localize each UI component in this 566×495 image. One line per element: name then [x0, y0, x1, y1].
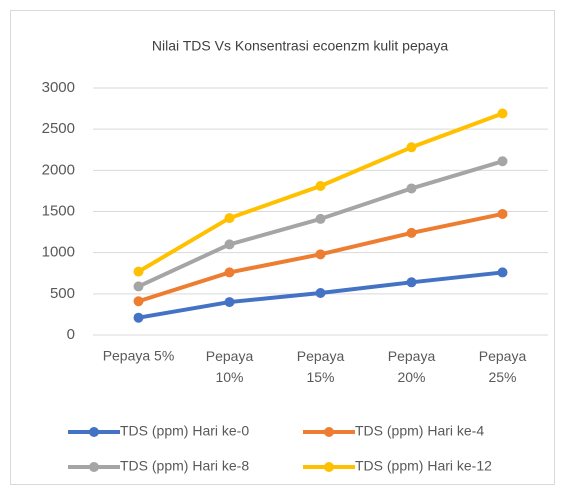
- legend-marker: [89, 462, 99, 472]
- x-tick-label: Pepaya 5%: [103, 348, 175, 364]
- data-point: [224, 213, 235, 224]
- x-tick-label: Pepaya 15%: [297, 348, 345, 385]
- data-point: [315, 249, 326, 260]
- legend-marker: [324, 462, 334, 472]
- data-point: [406, 227, 417, 238]
- data-point: [315, 213, 326, 224]
- x-tick-label-line: Pepaya: [388, 348, 436, 364]
- data-point: [497, 208, 508, 219]
- x-tick-label-line: 10%: [215, 369, 243, 385]
- x-tick-label-line: Pepaya: [479, 348, 527, 364]
- y-tick-label: 1000: [42, 244, 75, 261]
- y-tick-label: 0: [67, 326, 75, 343]
- data-point: [133, 296, 144, 307]
- data-point: [315, 288, 326, 299]
- legend-label: TDS (ppm) Hari ke-12: [355, 458, 492, 474]
- x-tick-label-line: Pepaya: [206, 348, 254, 364]
- legend-label: TDS (ppm) Hari ke-0: [120, 423, 249, 439]
- data-point: [497, 156, 508, 167]
- data-point: [133, 312, 144, 323]
- legend-label: TDS (ppm) Hari ke-8: [120, 458, 249, 474]
- x-tick-label: Pepaya 10%: [206, 348, 254, 385]
- x-tick-label: Pepaya 20%: [388, 348, 436, 385]
- data-point: [497, 108, 508, 119]
- y-tick-label: 2500: [42, 120, 75, 137]
- data-point: [406, 183, 417, 194]
- data-point: [315, 180, 326, 191]
- data-point: [133, 266, 144, 277]
- chart-border: [10, 10, 555, 485]
- x-tick-label-line: 25%: [488, 369, 516, 385]
- legend-marker: [89, 427, 99, 437]
- chart-title: Nilai TDS Vs Konsentrasi ecoenzm kulit p…: [152, 38, 448, 54]
- legend-label: TDS (ppm) Hari ke-4: [355, 423, 484, 439]
- data-point: [497, 267, 508, 278]
- data-point: [406, 277, 417, 288]
- x-tick-label-line: 20%: [397, 369, 425, 385]
- x-tick-label-line: Pepaya: [297, 348, 345, 364]
- data-point: [224, 267, 235, 278]
- x-tick-label: Pepaya 25%: [479, 348, 527, 385]
- y-tick-label: 3000: [42, 79, 75, 96]
- data-point: [224, 297, 235, 308]
- legend-marker: [324, 427, 334, 437]
- y-tick-label: 500: [50, 285, 75, 302]
- x-tick-label-line: 15%: [306, 369, 334, 385]
- y-tick-label: 1500: [42, 202, 75, 219]
- data-point: [406, 142, 417, 153]
- data-point: [224, 239, 235, 250]
- y-tick-label: 2000: [42, 161, 75, 178]
- data-point: [133, 281, 144, 292]
